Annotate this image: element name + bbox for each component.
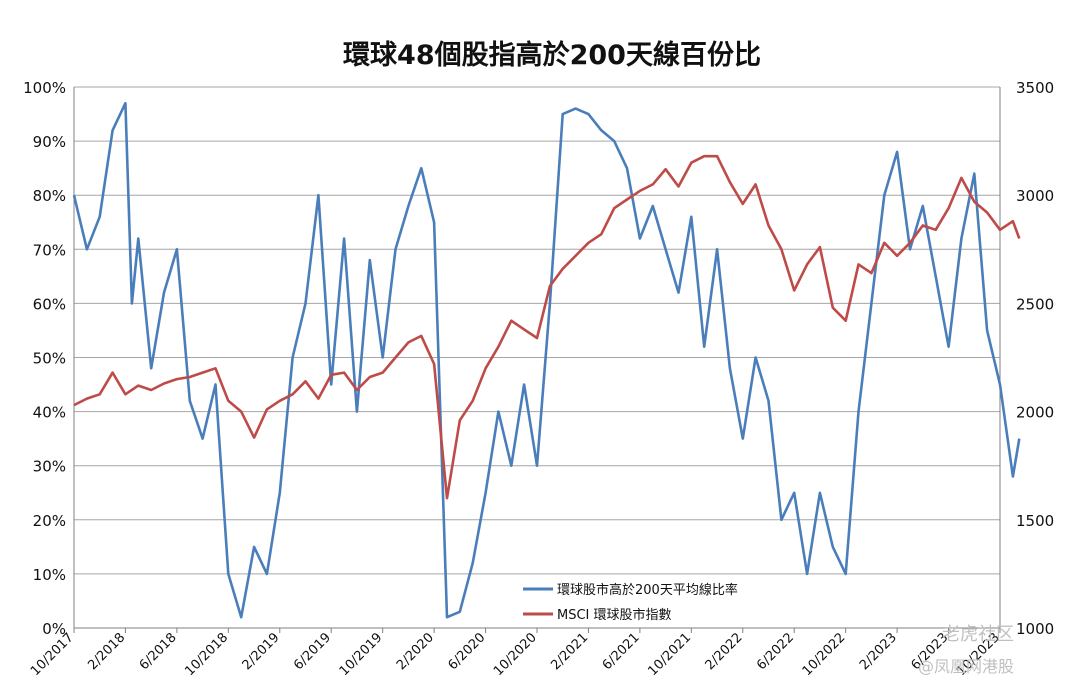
chart-title: 環球48個股指高於200天線百份比 xyxy=(343,39,761,71)
legend-label-msci: MSCI 環球股市指數 xyxy=(557,607,672,623)
x-tick-label: 2/2023 xyxy=(857,630,900,673)
left-tick-label: 0% xyxy=(42,620,66,638)
series-line-msci xyxy=(73,154,1021,500)
x-tick-label: 2/2018 xyxy=(85,630,128,673)
watermark-ifeng: @凤凰网港股 xyxy=(918,657,1014,676)
left-tick-label: 10% xyxy=(33,566,66,584)
x-tick-label: 6/2020 xyxy=(445,630,488,673)
x-tick-label: 6/2021 xyxy=(600,630,643,673)
x-tick-label: 6/2019 xyxy=(291,630,334,673)
right-tick-label: 3500 xyxy=(1016,79,1054,97)
x-tick-label: 10/2018 xyxy=(182,630,231,679)
left-axis-ticks: 0% 10% 20% 30% 40% 50% 60% 70% 80% 90% 100% xyxy=(23,79,66,638)
right-tick-label: 1000 xyxy=(1016,620,1054,638)
x-tick-label: 10/2020 xyxy=(491,630,540,679)
right-tick-label: 3000 xyxy=(1016,187,1054,205)
left-tick-label: 40% xyxy=(33,404,66,422)
x-tick-label: 10/2022 xyxy=(800,630,849,679)
left-tick-label: 50% xyxy=(33,350,66,368)
right-tick-label: 1500 xyxy=(1016,512,1054,530)
x-tick-label: 6/2022 xyxy=(754,630,797,673)
left-tick-label: 100% xyxy=(23,79,66,97)
x-axis-ticks: 10/2017 2/2018 6/2018 10/2018 2/2019 6/2019 10… xyxy=(28,628,1003,679)
legend-label-breadth: 環球股市高於200天平均線比率 xyxy=(557,582,738,598)
left-tick-label: 30% xyxy=(33,458,66,476)
left-tick-label: 70% xyxy=(33,241,66,259)
left-tick-label: 80% xyxy=(33,187,66,205)
x-tick-label: 2/2020 xyxy=(394,630,437,673)
right-tick-label: 2000 xyxy=(1016,404,1054,422)
x-tick-label: 2/2022 xyxy=(703,630,746,673)
gridlines xyxy=(74,86,1000,629)
x-tick-label: 10/2019 xyxy=(337,630,386,679)
left-tick-label: 90% xyxy=(33,133,66,151)
legend: 環球股市高於200天平均線比率 MSCI 環球股市指數 xyxy=(523,582,738,623)
x-tick-label: 2/2019 xyxy=(240,630,283,673)
right-axis-ticks: 1000 1500 2000 2500 3000 3500 xyxy=(1016,79,1054,638)
series-lines xyxy=(72,101,1021,619)
series-line-breadth xyxy=(72,101,1021,619)
left-tick-label: 20% xyxy=(33,512,66,530)
right-tick-label: 2500 xyxy=(1016,295,1054,313)
left-tick-label: 60% xyxy=(33,295,66,313)
x-tick-label: 2/2021 xyxy=(548,630,591,673)
x-tick-label: 6/2018 xyxy=(137,630,180,673)
watermark-tiger: 老虎社区 xyxy=(942,624,1014,645)
x-tick-label: 10/2021 xyxy=(645,630,694,679)
